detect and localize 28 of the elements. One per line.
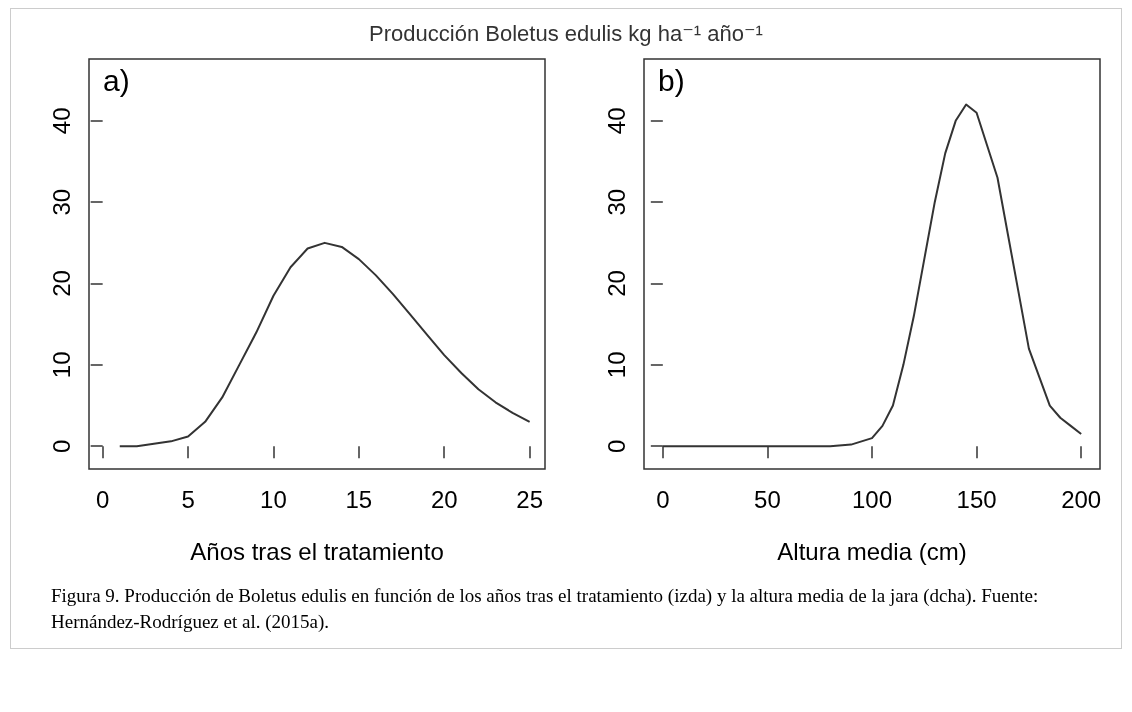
- chart-title: Producción Boletus edulis kg ha⁻¹ año⁻¹: [368, 20, 764, 47]
- x-tick-label: 150: [956, 485, 997, 513]
- x-tick-label: 10: [259, 485, 287, 513]
- x-tick-label: 200: [1060, 485, 1101, 513]
- line-series: [118, 241, 531, 448]
- x-tick-label: 0: [655, 485, 670, 513]
- y-tick-label: 40: [47, 107, 74, 135]
- x-tick-label: 5: [180, 485, 195, 513]
- y-tick-label: 20: [47, 270, 74, 297]
- y-tick-label: 10: [47, 351, 74, 379]
- x-tick-label: 0: [95, 485, 109, 513]
- y-tick-label: 0: [47, 439, 74, 453]
- annotation: b): [657, 63, 685, 97]
- y-tick-label: 20: [602, 270, 629, 297]
- y-tick-label: 0: [602, 439, 629, 453]
- annotation: a): [102, 63, 130, 97]
- x-tick-label: 100: [851, 485, 892, 513]
- y-tick-label: 30: [47, 188, 74, 216]
- y-tick-label: 40: [602, 107, 629, 135]
- x-tick-label: 50: [753, 485, 781, 513]
- x-axis-title: Años tras el tratamiento: [189, 537, 444, 565]
- x-axis-title: Altura media (cm): [776, 537, 967, 565]
- y-tick-label: 10: [602, 351, 629, 379]
- x-tick-label: 25: [515, 485, 543, 513]
- text: Figura 9. Producción de Boletus edulis en función de los años tras el tratamiento (izda) y la altura media de la jara (dcha). Fuente: Hernández-Rodríguez et al. (2015a).: [50, 584, 1040, 634]
- x-tick-label: 20: [430, 485, 458, 513]
- y-tick-label: 30: [602, 188, 629, 216]
- x-tick-label: 15: [344, 485, 372, 513]
